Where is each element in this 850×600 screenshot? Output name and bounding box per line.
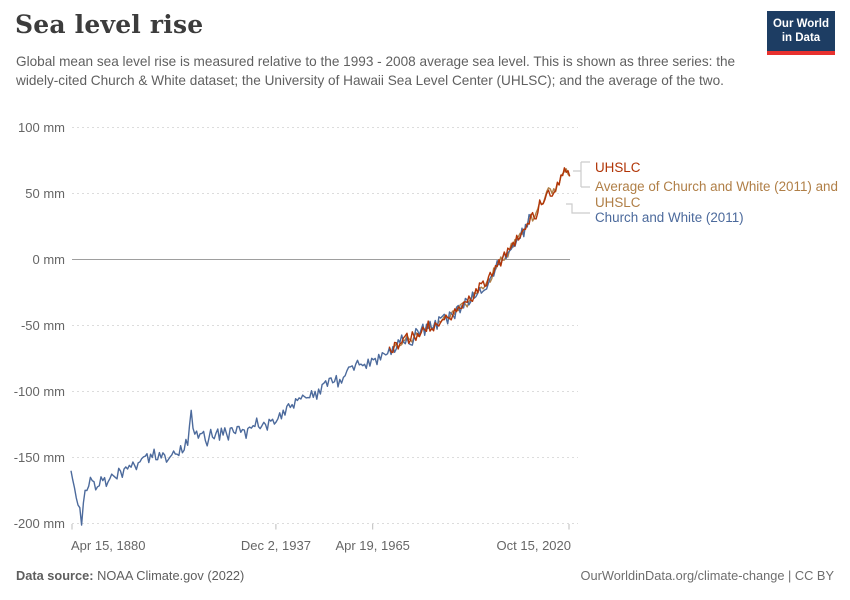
legend-item-church-white[interactable]: Church and White (2011)	[595, 210, 744, 225]
data-source-note: Data source: NOAA Climate.gov (2022)	[16, 568, 244, 583]
legend-connector-lines	[566, 161, 590, 214]
owid-logo-line2: in Data	[781, 32, 821, 45]
owid-logo[interactable]: Our World in Data	[767, 11, 835, 55]
x-tick-label: Apr 15, 1880	[71, 538, 145, 553]
x-tick-label: Apr 19, 1965	[335, 538, 409, 553]
y-tick-label: -200 mm	[14, 516, 65, 531]
y-tick-label: -150 mm	[14, 450, 65, 465]
chart-subtitle: Global mean sea level rise is measured r…	[16, 54, 736, 89]
y-tick-label: -50 mm	[21, 318, 65, 333]
page-title: Sea level rise	[15, 10, 204, 39]
y-tick-label: 0 mm	[33, 252, 66, 267]
y-tick-label: -100 mm	[14, 384, 65, 399]
series-line-uhslc[interactable]	[388, 167, 571, 354]
data-source-label: Data source:	[16, 568, 94, 583]
y-tick-label: 100 mm	[18, 120, 65, 135]
legend-item-average[interactable]: Average of Church and White (2011) and U…	[595, 179, 838, 211]
legend-item-uhslc[interactable]: UHSLC	[595, 160, 641, 175]
series-line-church-white[interactable]	[70, 213, 532, 526]
y-tick-label: 50 mm	[25, 186, 65, 201]
data-source-value: NOAA Climate.gov (2022)	[93, 568, 245, 583]
x-tick-label: Dec 2, 1937	[241, 538, 311, 553]
x-tick-label: Oct 15, 2020	[497, 538, 571, 553]
chart-footer: Data source: NOAA Climate.gov (2022) Our…	[16, 568, 834, 583]
owid-logo-line1: Our World	[772, 18, 829, 30]
owid-link[interactable]: OurWorldinData.org/climate-change | CC B…	[580, 568, 834, 583]
series-line-average[interactable]	[388, 168, 571, 353]
